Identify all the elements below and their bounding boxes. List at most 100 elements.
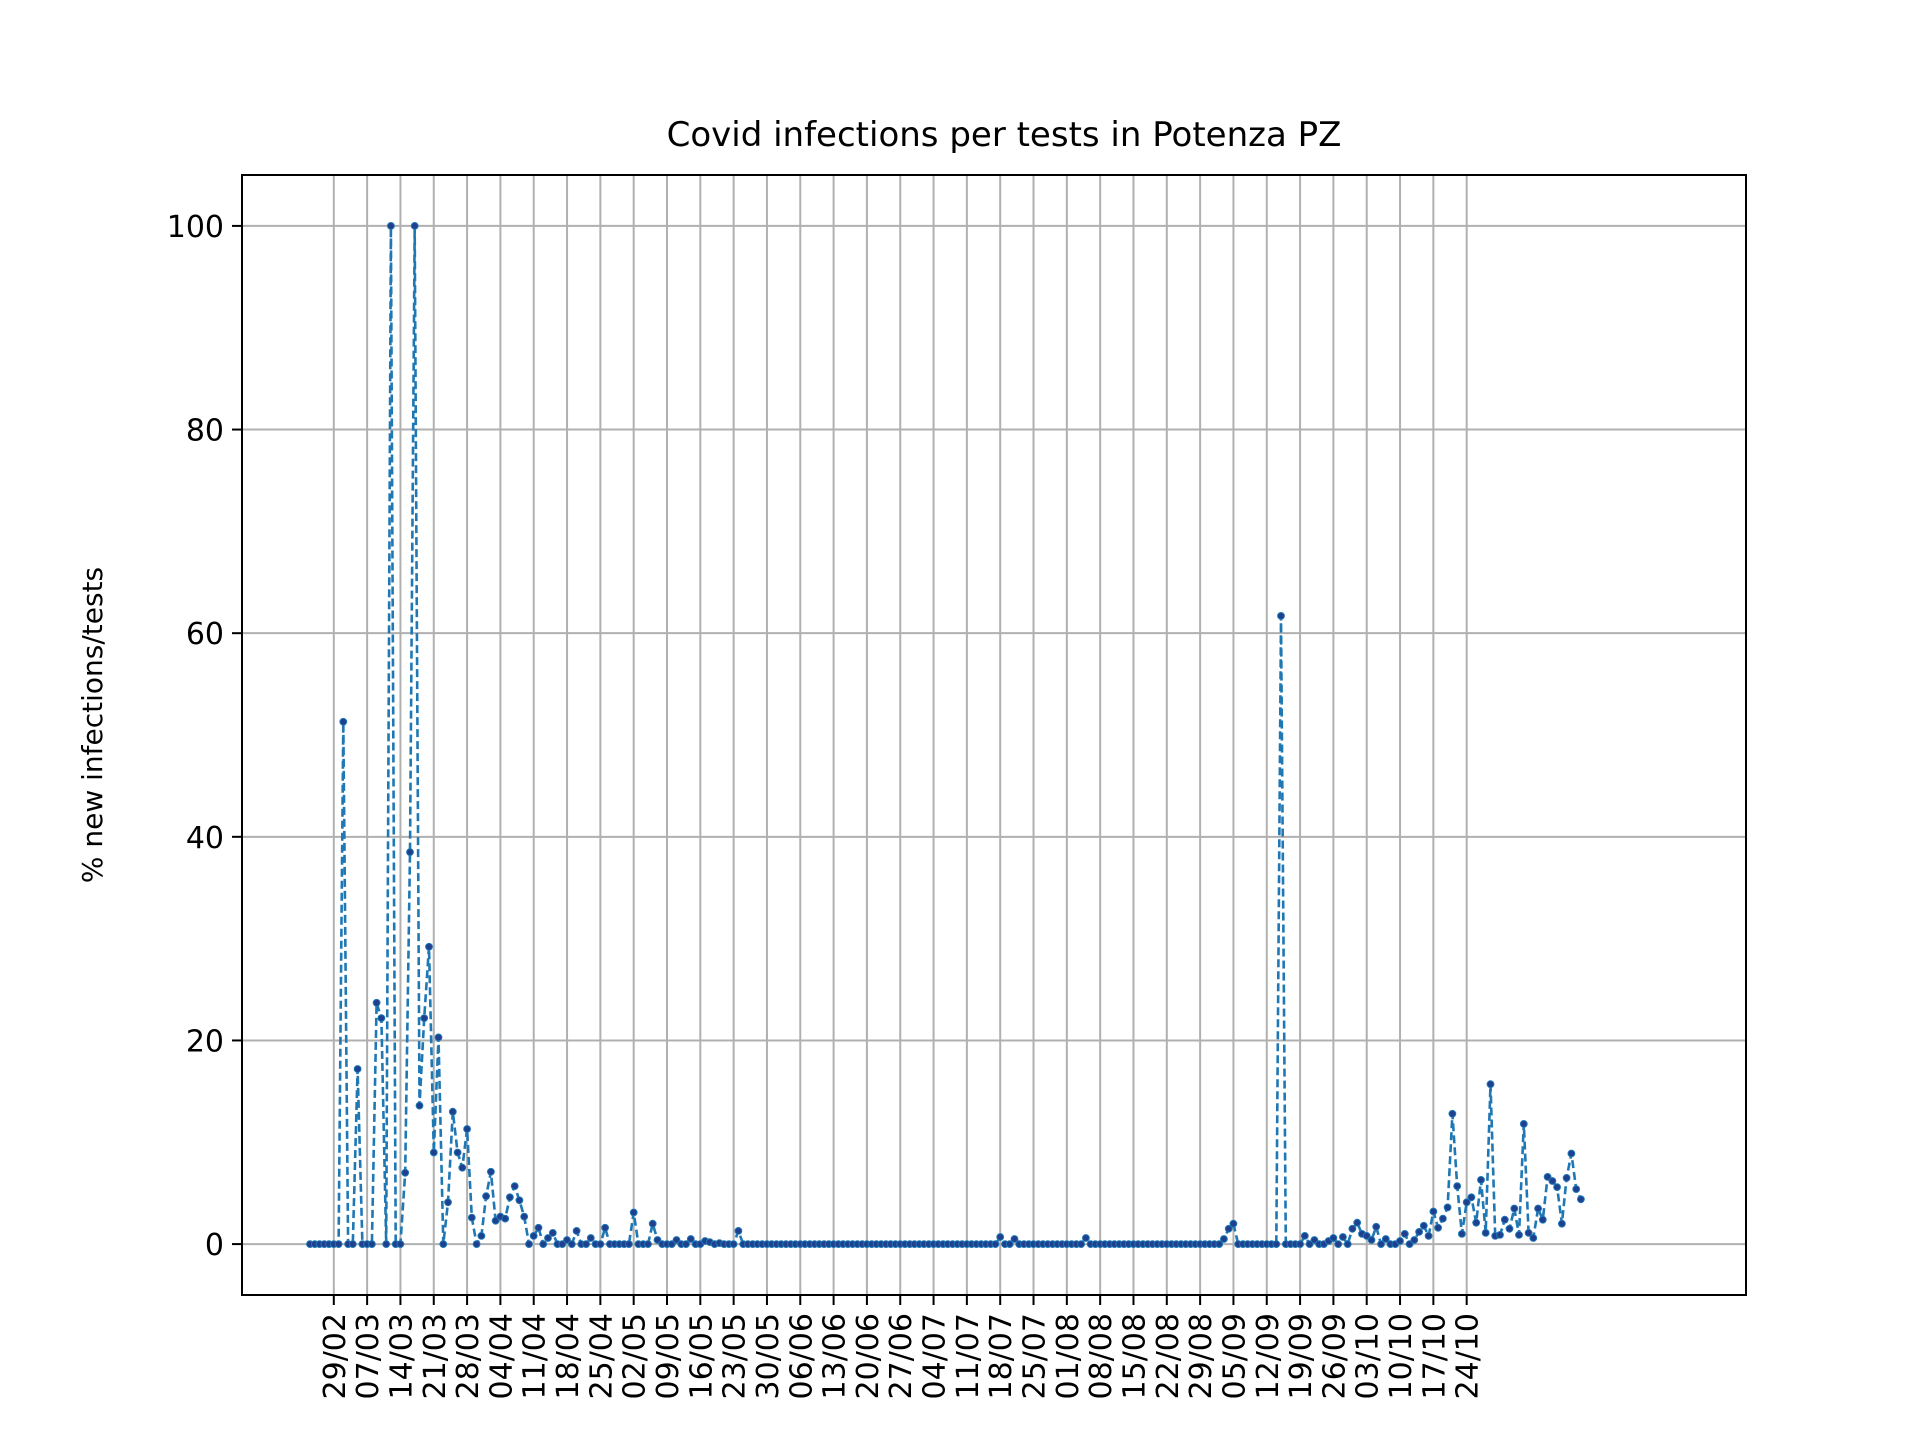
x-tick-label: 18/07 [984, 1313, 1019, 1399]
data-point [1519, 1120, 1528, 1128]
data-point [1524, 1229, 1533, 1237]
data-point [625, 1240, 633, 1248]
data-point [348, 1240, 357, 1248]
x-tick-label: 18/04 [551, 1313, 586, 1399]
y-tick-label: 60 [186, 617, 224, 652]
data-point [1462, 1198, 1471, 1207]
x-tick-label: 14/03 [384, 1313, 419, 1399]
grid [242, 175, 1746, 1295]
data-point [1010, 1235, 1019, 1243]
data-point [734, 1227, 743, 1235]
data-point [544, 1234, 552, 1242]
data-point [1558, 1219, 1566, 1228]
data-point [377, 1014, 386, 1022]
data-point [1486, 1080, 1495, 1089]
data-point [525, 1240, 533, 1248]
data-point [539, 1240, 548, 1248]
data-point [1082, 1234, 1090, 1242]
data-point [334, 1240, 343, 1248]
y-axis: 0 20 40 60 80 100 [167, 210, 242, 1263]
data-point [429, 1148, 438, 1157]
data-point [996, 1233, 1005, 1241]
data-point [1296, 1240, 1304, 1248]
data-point [406, 848, 414, 856]
data-point [1467, 1193, 1476, 1202]
y-tick-label: 0 [205, 1228, 224, 1263]
plot-frame [241, 174, 1747, 1296]
x-tick-label: 12/09 [1251, 1313, 1286, 1399]
data-point [420, 1014, 429, 1022]
data-point [548, 1229, 557, 1237]
data-point [472, 1240, 481, 1248]
data-point [596, 1240, 605, 1248]
data-point [1400, 1230, 1409, 1238]
x-tick-label: 10/10 [1384, 1313, 1419, 1399]
x-axis: 29/0207/0314/0321/0328/0304/0411/0418/04… [318, 1295, 1486, 1399]
data-point [644, 1240, 652, 1248]
data-point [1448, 1109, 1457, 1118]
x-tick-label: 23/05 [718, 1313, 753, 1399]
x-tick-label: 25/07 [1018, 1313, 1053, 1399]
data-point [1224, 1224, 1233, 1233]
data-point [1334, 1240, 1343, 1248]
y-tick-label: 100 [167, 210, 224, 245]
x-tick-label: 11/04 [518, 1313, 553, 1399]
data-point [1453, 1182, 1462, 1190]
data-point [682, 1240, 690, 1248]
data-point [1529, 1234, 1538, 1242]
data-point [1362, 1232, 1371, 1240]
data-point [1439, 1214, 1447, 1223]
data-point [491, 1216, 500, 1225]
x-tick-label: 15/08 [1117, 1313, 1152, 1399]
x-tick-label: 11/07 [951, 1313, 986, 1399]
data-point [1424, 1232, 1433, 1240]
data-point [1429, 1207, 1438, 1216]
axes-border [241, 174, 1747, 1296]
x-tick-label: 08/08 [1084, 1313, 1119, 1399]
data-point [1329, 1234, 1338, 1242]
data-point [515, 1196, 524, 1205]
data-point [1005, 1240, 1014, 1248]
x-tick-label: 22/08 [1151, 1313, 1186, 1399]
data-point [372, 998, 381, 1007]
x-tick-label: 07/03 [351, 1313, 386, 1399]
data-point [1415, 1228, 1423, 1236]
data-point [1077, 1240, 1085, 1248]
x-tick-label: 20/06 [851, 1313, 886, 1399]
data-point [477, 1232, 486, 1240]
data-point [387, 222, 395, 230]
data-point [601, 1223, 609, 1232]
data-point [382, 1240, 391, 1248]
data-point [482, 1192, 491, 1201]
x-tick-label: 04/07 [918, 1313, 953, 1399]
data-point [501, 1214, 510, 1223]
data-point [572, 1227, 581, 1235]
data-point [1458, 1230, 1466, 1238]
chart-title: Covid infections per tests in Potenza PZ [667, 115, 1342, 155]
x-tick-label: 29/08 [1184, 1313, 1219, 1399]
data-point [629, 1208, 638, 1217]
data-point [1496, 1231, 1504, 1239]
x-tick-label: 21/03 [418, 1313, 453, 1399]
data-point [368, 1240, 376, 1248]
data-point [353, 1065, 362, 1073]
data-point [1553, 1183, 1561, 1191]
data-point [458, 1163, 467, 1172]
data-point [1443, 1203, 1452, 1212]
data-point [686, 1235, 695, 1243]
x-tick-label: 24/10 [1451, 1313, 1486, 1399]
x-tick-label: 09/05 [651, 1313, 686, 1399]
x-tick-label: 03/10 [1351, 1313, 1386, 1399]
y-axis-label: % new infections/tests [76, 567, 109, 883]
data-point [453, 1148, 462, 1157]
data-point [563, 1236, 571, 1244]
data-point [396, 1240, 405, 1248]
x-tick-label: 30/05 [751, 1313, 786, 1399]
data-point [487, 1167, 495, 1176]
data-point [1505, 1224, 1514, 1233]
data-point [1477, 1176, 1485, 1184]
x-tick-label: 02/05 [618, 1313, 653, 1399]
data-point [582, 1240, 590, 1248]
data-point [1515, 1231, 1523, 1239]
